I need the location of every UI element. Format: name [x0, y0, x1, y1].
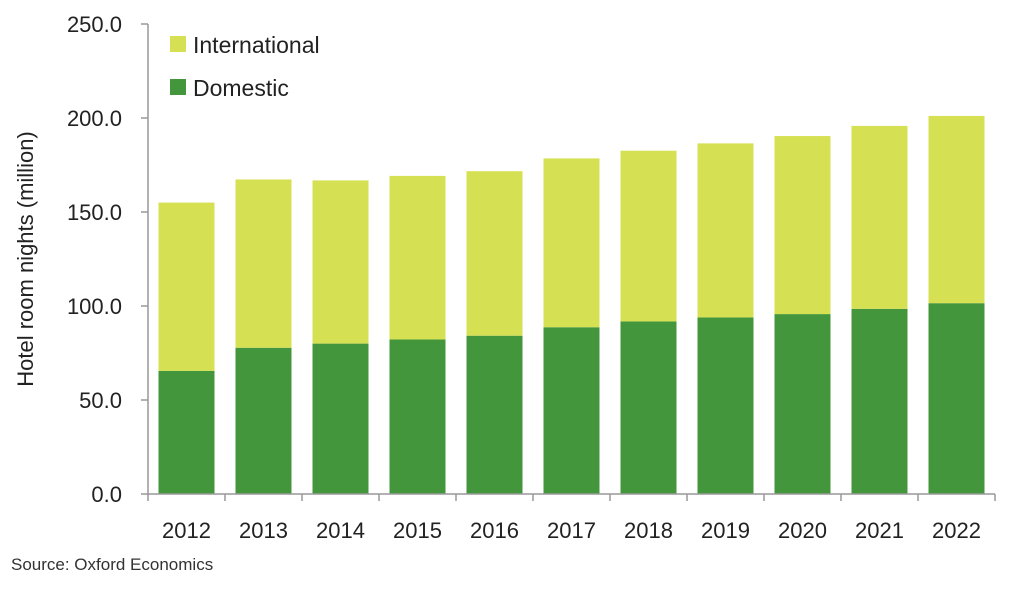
x-tick-label: 2014: [316, 518, 365, 543]
x-tick-label: 2015: [393, 518, 442, 543]
bars-group: [158, 115, 985, 494]
x-tick-label: 2016: [470, 518, 519, 543]
y-tick-label: 200.0: [67, 106, 122, 131]
bar-domestic-2013: [235, 347, 292, 494]
x-tick-label: 2018: [624, 518, 673, 543]
y-tick-label: 150.0: [67, 200, 122, 225]
bar-international-2013: [235, 179, 292, 348]
bar-domestic-2016: [466, 335, 523, 494]
bar-international-2022: [928, 115, 985, 304]
source-note: Source: Oxford Economics: [11, 555, 214, 574]
bar-international-2016: [466, 171, 523, 336]
x-tick-label: 2017: [547, 518, 596, 543]
x-tick-label: 2013: [239, 518, 288, 543]
bar-international-2017: [543, 158, 600, 328]
y-axis-title: Hotel room nights (million): [13, 131, 38, 387]
bar-international-2020: [774, 136, 831, 315]
y-tick-label: 0.0: [91, 482, 122, 507]
x-tick-label: 2022: [932, 518, 981, 543]
bar-international-2021: [851, 125, 908, 309]
bar-international-2012: [158, 202, 215, 371]
bar-domestic-2017: [543, 327, 600, 494]
bar-international-2018: [620, 150, 677, 322]
bar-domestic-2018: [620, 321, 677, 494]
x-tick-label: 2021: [855, 518, 904, 543]
x-axis-ticks: 2012 2013 2014 2015 2016 2017 2018 2019 2020 2021…: [147, 494, 996, 543]
y-axis-ticks: 0.0 50.0 100.0 150.0 200.0 250.0: [67, 12, 148, 507]
bar-domestic-2014: [312, 343, 369, 494]
legend-swatch-international: [170, 36, 186, 52]
x-tick-label: 2020: [778, 518, 827, 543]
bar-domestic-2020: [774, 314, 831, 494]
bar-domestic-2012: [158, 370, 215, 494]
x-tick-label: 2019: [701, 518, 750, 543]
legend-label-domestic: Domestic: [193, 75, 289, 101]
y-tick-label: 50.0: [79, 388, 122, 413]
bar-domestic-2019: [697, 317, 754, 494]
bar-international-2019: [697, 143, 754, 318]
bar-domestic-2015: [389, 339, 446, 494]
legend: International Domestic: [170, 32, 320, 101]
legend-swatch-domestic: [170, 79, 186, 95]
bar-international-2014: [312, 180, 369, 344]
bar-domestic-2021: [851, 308, 908, 494]
y-tick-label: 250.0: [67, 12, 122, 37]
legend-label-international: International: [193, 32, 320, 58]
bar-international-2015: [389, 175, 446, 340]
y-tick-label: 100.0: [67, 294, 122, 319]
x-tick-label: 2012: [162, 518, 211, 543]
bar-domestic-2022: [928, 303, 985, 494]
